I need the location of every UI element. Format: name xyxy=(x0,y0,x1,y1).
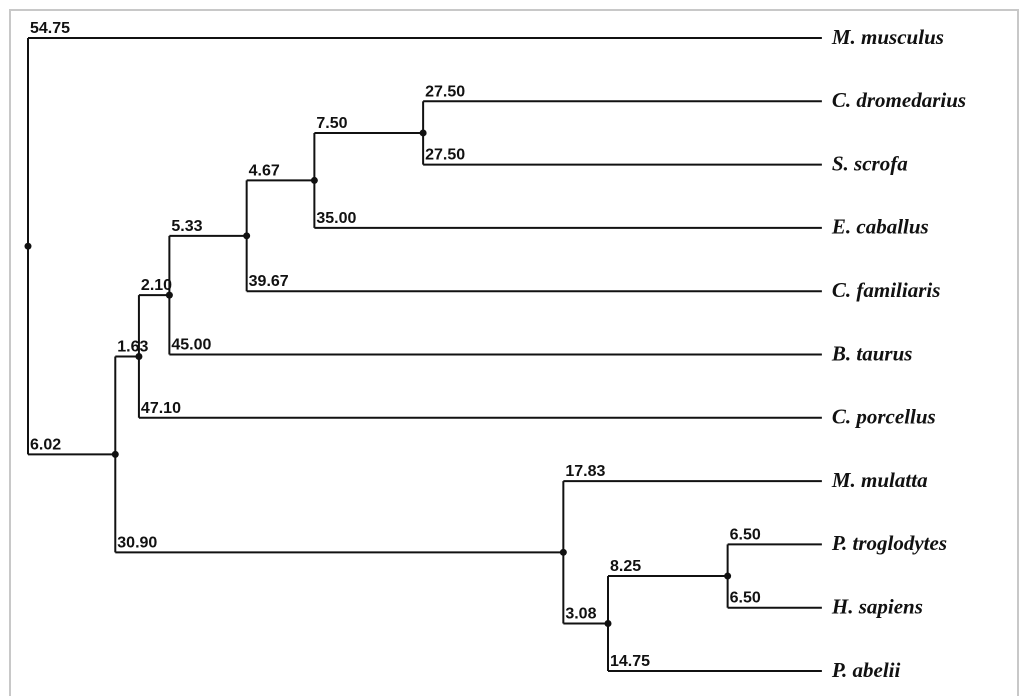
frame xyxy=(9,9,1019,696)
branch-length: 45.00 xyxy=(171,337,211,354)
node-dot xyxy=(310,176,318,184)
branch-length: 27.50 xyxy=(425,83,465,100)
leaf-label: S. scrofa xyxy=(832,151,908,175)
leaf-label: C. porcellus xyxy=(832,405,936,429)
node-dot xyxy=(135,352,143,360)
branch-length: 54.75 xyxy=(30,20,70,37)
branch-length: 35.00 xyxy=(316,210,356,227)
leaf-label: H. sapiens xyxy=(831,595,923,619)
leaf-label: P. troglodytes xyxy=(831,531,947,555)
leaf-label: C. dromedarius xyxy=(832,88,966,112)
branch-length: 27.50 xyxy=(425,147,465,164)
branch-length: 2.10 xyxy=(141,277,172,294)
leaf-label: M. mulatta xyxy=(831,468,928,492)
branch-length: 14.75 xyxy=(610,653,650,670)
node-dot xyxy=(24,242,32,250)
leaf-label: M. musculus xyxy=(831,25,944,49)
leaf-label: E. caballus xyxy=(831,215,929,239)
branch-length: 8.25 xyxy=(610,558,641,575)
branch-length: 1.63 xyxy=(117,338,148,355)
leaf-label: P. abelii xyxy=(831,658,901,682)
node-dot xyxy=(165,291,173,299)
branch-length: 6.50 xyxy=(730,590,761,607)
node-dot xyxy=(243,232,251,240)
branch-length: 5.33 xyxy=(171,218,202,235)
branch-length: 6.02 xyxy=(30,436,61,453)
branch-length: 17.83 xyxy=(565,463,605,480)
branch-length: 47.10 xyxy=(141,400,181,417)
node-dot xyxy=(111,450,119,458)
branch-length: 39.67 xyxy=(249,273,289,290)
leaf-label: B. taurus xyxy=(831,341,913,365)
branch-length: 7.50 xyxy=(316,115,347,132)
branch-length: 4.67 xyxy=(249,162,280,179)
node-dot xyxy=(724,572,732,580)
node-dot xyxy=(419,129,427,137)
node-dot xyxy=(559,548,567,556)
branch-length: 3.08 xyxy=(565,606,596,623)
node-dot xyxy=(604,620,612,628)
branch-length: 30.90 xyxy=(117,534,157,551)
branch-length: 6.50 xyxy=(730,526,761,543)
leaf-label: C. familiaris xyxy=(832,278,941,302)
